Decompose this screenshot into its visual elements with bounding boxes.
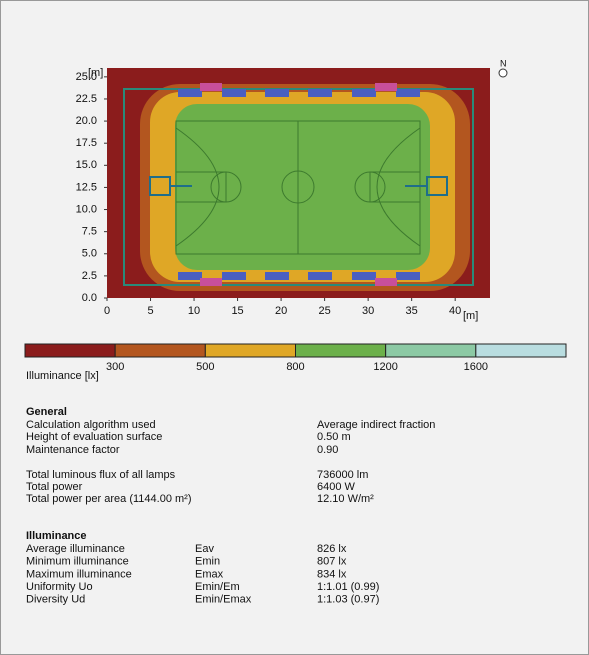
color-scale: 300 500 800 1200 1600: [24, 343, 567, 373]
label: Maintenance factor: [26, 444, 120, 456]
x-tick-label: 25: [318, 305, 330, 317]
value: 0.50 m: [317, 431, 351, 443]
label: Calculation algorithm used: [26, 419, 156, 431]
x-tick-label: 20: [275, 305, 287, 317]
symbol: Eav: [195, 543, 214, 555]
value: 1:1.03 (0.97): [317, 594, 379, 606]
value: 736000 lm: [317, 469, 368, 481]
scale-break: 1200: [373, 361, 397, 373]
scale-band: [385, 343, 477, 358]
scale-label: Illuminance [lx]: [26, 370, 99, 382]
scale-break: 300: [106, 361, 124, 373]
value: Average indirect fraction: [317, 419, 435, 431]
y-tick-label: 2.5: [82, 270, 97, 282]
y-tick-label: 7.5: [82, 226, 97, 238]
y-tick-label: 0.0: [82, 292, 97, 304]
value: 0.90: [317, 444, 338, 456]
symbol: Emax: [195, 568, 224, 580]
label: Maximum illuminance: [26, 568, 132, 580]
section-title: General: [26, 406, 67, 418]
value: 807 lx: [317, 556, 347, 568]
y-tick-label: 10.0: [76, 203, 97, 215]
label: Uniformity Uo: [26, 581, 93, 593]
x-tick-label: 15: [231, 305, 243, 317]
x-tick-label: 30: [362, 305, 374, 317]
value: 12.10 W/m²: [317, 493, 374, 505]
scale-band: [24, 343, 116, 358]
scale-band: [204, 343, 296, 358]
value: 6400 W: [317, 481, 356, 493]
axes: 0 5 10 15 20 25 30 35 40 0.0 2.5 5.0 7.5 10.0 12.5 15.0…: [76, 71, 462, 317]
x-tick-label: 0: [104, 305, 110, 317]
north-label: N: [500, 58, 507, 68]
label: Height of evaluation surface: [26, 431, 162, 443]
north-arrow: [498, 68, 508, 78]
scale-break: 500: [196, 361, 214, 373]
x-tick-label: 40: [449, 305, 461, 317]
y-tick-label: 17.5: [76, 137, 97, 149]
y-tick-label: 12.5: [76, 181, 97, 193]
symbol: Emin: [195, 556, 220, 568]
scale-band: [114, 343, 206, 358]
x-tick-label: 35: [406, 305, 418, 317]
illuminance-map: [107, 68, 490, 298]
scale-break: 800: [286, 361, 304, 373]
y-unit: [m]: [88, 67, 103, 79]
scale-band: [295, 343, 387, 358]
label: Total power: [26, 481, 83, 493]
y-tick-label: 15.0: [76, 159, 97, 171]
symbol: Emin/Em: [195, 581, 240, 593]
label: Diversity Ud: [26, 594, 85, 606]
y-tick-label: 5.0: [82, 248, 97, 260]
label: Total luminous flux of all lamps: [26, 469, 176, 481]
label: Minimum illuminance: [26, 556, 129, 568]
section-title: Illuminance: [26, 530, 87, 542]
value: 1:1.01 (0.99): [317, 581, 379, 593]
scale-band: [475, 343, 567, 358]
value: 834 lx: [317, 568, 347, 580]
label: Total power per area (1144.00 m²): [26, 493, 192, 505]
y-tick-label: 20.0: [76, 115, 97, 127]
value: 826 lx: [317, 543, 347, 555]
x-tick-label: 10: [188, 305, 200, 317]
y-tick-label: 25.0: [76, 71, 97, 83]
y-tick-label: 22.5: [76, 93, 97, 105]
label: Average illuminance: [26, 543, 125, 555]
scale-break: 1600: [464, 361, 488, 373]
symbol: Emin/Emax: [195, 594, 252, 606]
x-unit: [m]: [463, 310, 478, 322]
x-tick-label: 5: [147, 305, 153, 317]
